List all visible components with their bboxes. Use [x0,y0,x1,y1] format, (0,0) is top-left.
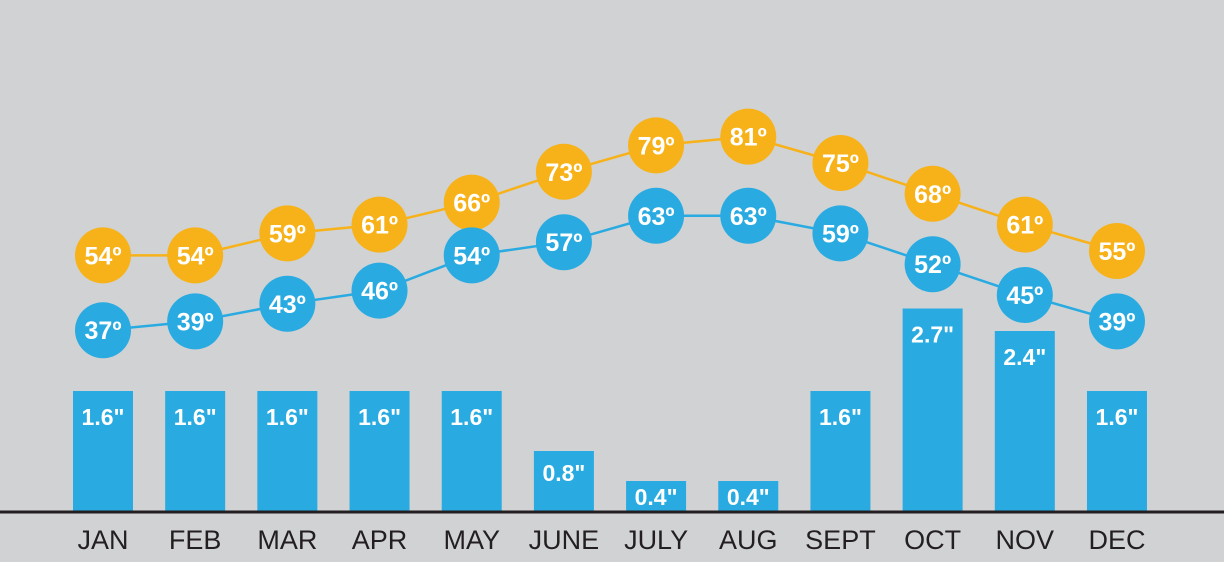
precip-bar [902,308,963,511]
high-temp-marker-label: 54º [177,242,214,270]
month-label: MAR [257,525,317,555]
high-temp-marker [996,196,1053,253]
low-temp-marker [996,267,1053,323]
low-temp-marker-label: 46º [361,278,398,306]
low-temp-marker [1088,293,1145,350]
precip-bar-label: 2.7" [911,322,954,348]
low-temp-marker-label: 52º [914,251,951,279]
high-temp-marker [1088,223,1145,279]
high-temp-marker-label: 79º [638,132,675,160]
low-temp-marker [167,293,224,350]
precip-bar [1086,391,1147,511]
high-temp-marker-label: 61º [1006,212,1043,240]
month-label: FEB [169,525,222,555]
high-temp-marker-label: 68º [914,181,951,209]
precip-bar-label: 1.6" [266,404,309,430]
low-temp-marker-label: 39º [177,308,214,336]
low-temp-marker-label: 63º [730,203,767,231]
low-temp-marker [904,236,961,293]
month-label: NOV [996,525,1055,555]
precip-bar [165,391,226,511]
month-label: JULY [624,525,688,555]
precip-bar-label: 1.6" [450,404,493,430]
high-temp-marker [628,117,685,174]
low-temp-marker [259,275,316,332]
low-temp-marker-label: 37º [85,317,122,345]
low-temp-marker [351,262,408,319]
month-label: APR [352,525,408,555]
precip-bar-label: 1.6" [358,404,401,430]
precip-bar-label: 0.4" [727,484,770,510]
low-temp-marker-label: 45º [1006,282,1043,310]
low-temp-marker [812,205,869,262]
precip-bar-label: 1.6" [1096,404,1139,430]
low-temp-marker-label: 43º [269,291,306,319]
month-label: JUNE [529,525,600,555]
month-label: AUG [719,525,778,555]
high-temp-marker [812,135,869,191]
low-temp-marker-label: 54º [453,242,490,270]
precip-bar-label: 1.6" [82,404,125,430]
high-temp-marker [259,205,316,262]
high-temp-marker-label: 61º [361,212,398,240]
month-label: MAY [443,525,500,555]
low-temp-marker [75,302,131,359]
low-temp-marker [628,187,685,244]
high-temp-marker-label: 75º [822,150,859,178]
high-temp-marker [443,174,500,231]
month-label: DEC [1088,525,1145,555]
precip-bar [810,391,871,511]
low-temp-marker-label: 59º [822,220,859,248]
high-temp-marker [535,143,592,200]
month-label: SEPT [805,525,876,555]
precip-bar-label: 0.4" [635,484,678,510]
high-temp-marker-label: 55º [1099,238,1136,266]
precip-bar [626,481,687,511]
high-temp-marker-label: 73º [545,159,582,187]
high-temp-marker-label: 59º [269,220,306,248]
low-temp-marker [720,187,777,244]
high-temp-marker [167,227,224,284]
precip-bar-label: 0.8" [542,460,585,486]
low-temp-marker-label: 57º [545,229,582,257]
low-temp-marker-label: 39º [1099,308,1136,336]
precip-bar [349,391,410,511]
precip-bar [533,451,594,511]
month-label: JAN [77,525,128,555]
month-label: OCT [904,525,961,555]
low-temp-marker [443,227,500,284]
low-temp-marker [535,214,592,271]
precip-bar [718,481,779,511]
precip-bar [257,391,318,511]
precip-bar [73,391,133,511]
high-temp-marker [75,227,131,284]
high-temp-marker-label: 54º [85,242,122,270]
precip-bar-label: 1.6" [174,404,217,430]
precip-bar-label: 1.6" [819,404,862,430]
high-temp-marker-label: 81º [730,124,767,152]
high-temp-marker [904,165,961,222]
high-temp-marker-label: 66º [453,190,490,218]
low-temp-marker-label: 63º [638,203,675,231]
high-temp-marker [351,196,408,253]
high-temp-marker [720,108,777,165]
precip-bar [994,331,1055,511]
precip-bar [441,391,502,511]
precip-bar-label: 2.4" [1003,344,1046,370]
